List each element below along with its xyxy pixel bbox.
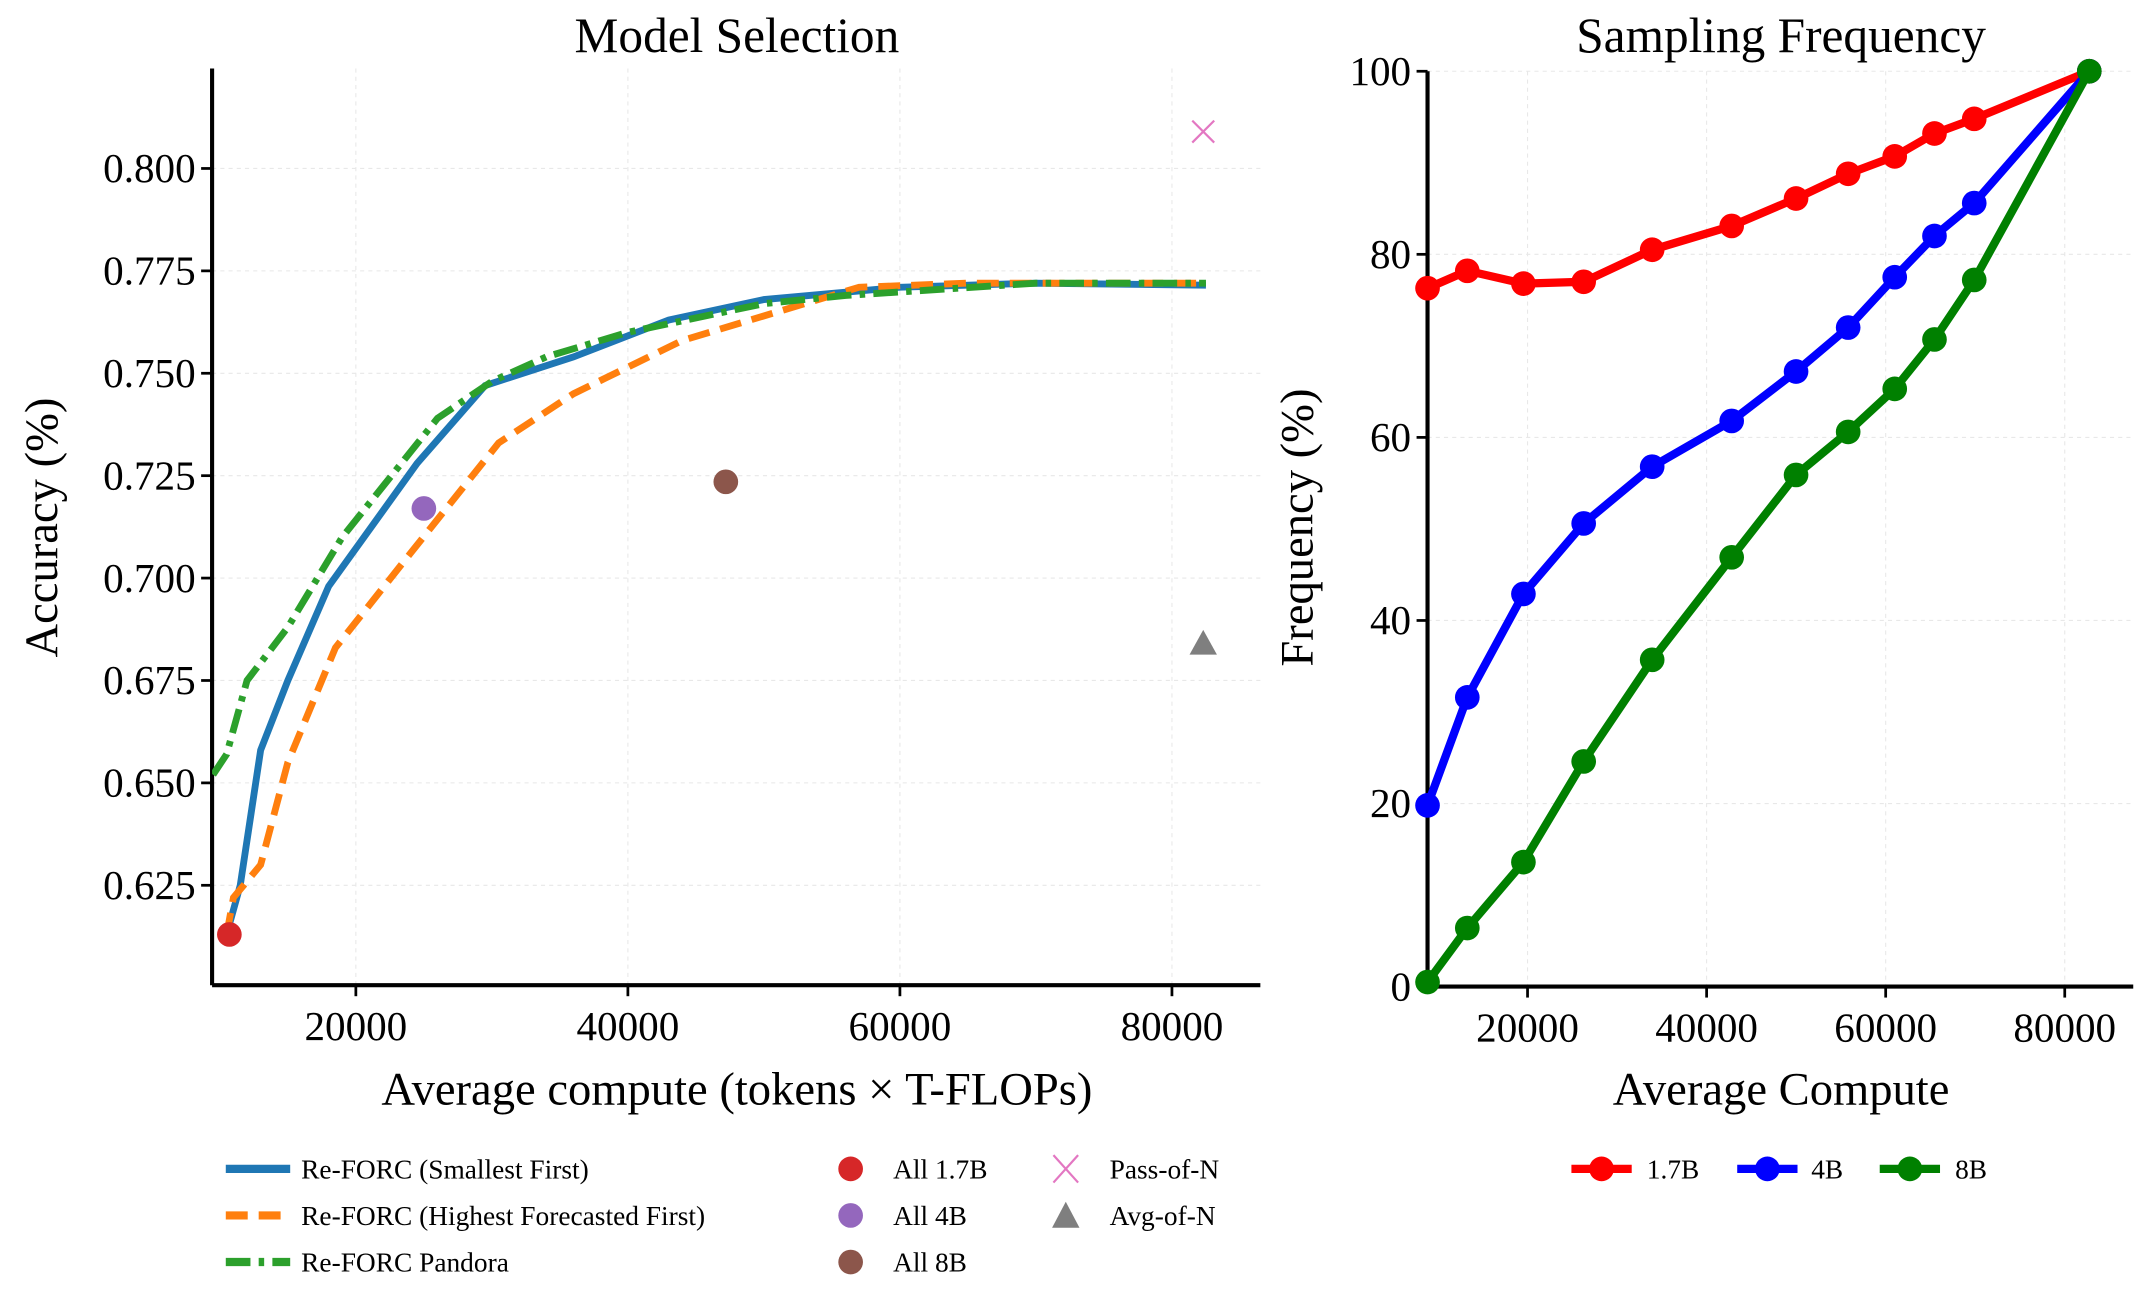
legend-marker — [1589, 1156, 1614, 1182]
legend-marker — [1897, 1156, 1923, 1182]
series-4b-point — [1454, 685, 1480, 710]
series-4b-line — [1423, 68, 2093, 807]
model-selection-chart: Model Selection Average compute (tokens … — [16, 8, 1261, 1115]
series-1-7b-point — [1415, 275, 1440, 301]
x-axis-label: Average Compute — [1613, 1063, 1950, 1115]
series-8b-point — [1835, 419, 1861, 445]
legend-label: Re-FORC (Smallest First) — [301, 1154, 589, 1184]
y-tick-label: 80 — [1370, 231, 1411, 277]
series-1-7b-point — [1961, 106, 1987, 132]
series-1-7b-point — [1835, 161, 1861, 187]
point-pass-of-n — [1191, 119, 1215, 144]
series-4b-point — [1783, 359, 1809, 384]
chart-title: Sampling Frequency — [1576, 8, 1986, 63]
legend-marker — [1052, 1154, 1079, 1184]
series-1-7b-point — [1639, 237, 1665, 263]
y-tick-label: 0.675 — [103, 657, 195, 703]
series-4b-point — [1511, 581, 1536, 607]
legend-label: Re-FORC (Highest Forecasted First) — [301, 1201, 705, 1231]
x-tick-label: 60000 — [1834, 1004, 1937, 1050]
series-8b-point — [1961, 267, 1987, 293]
point-all-1-7b — [217, 922, 242, 947]
series-1-7b-point — [1454, 258, 1480, 284]
series-line-re-forc-smallest-first- — [223, 279, 1206, 936]
x-tick-label: 60000 — [849, 1003, 952, 1049]
series-8b-point — [1639, 647, 1665, 673]
series-8b-point — [1922, 327, 1947, 352]
y-axis-label: Frequency (%) — [1271, 389, 1323, 667]
series-8b-line — [1424, 69, 2093, 985]
x-tick-label: 40000 — [1655, 1004, 1758, 1050]
series-1-7b-point — [1719, 213, 1745, 239]
legend-label: Avg-of-N — [1110, 1201, 1216, 1231]
series-1-7b-point — [1882, 144, 1908, 169]
legend-label: All 4B — [893, 1201, 967, 1231]
point-all-4b — [411, 496, 437, 521]
series-4b-point — [1882, 264, 1908, 290]
legend-label: All 1.7B — [893, 1154, 987, 1184]
series-8b-point — [1882, 376, 1908, 402]
x-tick-label: 80000 — [2013, 1004, 2116, 1050]
x-tick-label: 20000 — [304, 1003, 407, 1049]
sampling-frequency-chart: Sampling Frequency Average Compute Frequ… — [1271, 8, 2134, 1115]
y-tick-label: 60 — [1370, 414, 1411, 460]
legend: Re-FORC (Smallest First) Re-FORC (Highest… — [225, 1154, 1220, 1278]
point-avg-of-n — [1189, 629, 1217, 655]
chart-title: Model Selection — [575, 8, 900, 63]
legend-marker — [838, 1249, 863, 1275]
series-4b-point — [1415, 793, 1440, 818]
y-axis-label: Accuracy (%) — [16, 398, 68, 658]
series-8b-point — [1511, 849, 1536, 875]
y-tick-label: 0.775 — [103, 248, 195, 294]
y-tick-label: 0.625 — [103, 862, 195, 908]
legend-marker — [838, 1156, 863, 1182]
legend: 1.7B 4B 8B — [1571, 1154, 1987, 1184]
series-8b-point — [1719, 544, 1745, 570]
series-4b-point — [1922, 223, 1947, 249]
series-1-7b-point — [1783, 186, 1809, 211]
y-tick-label: 100 — [1349, 48, 1411, 94]
x-tick-label: 20000 — [1476, 1004, 1579, 1050]
legend-marker — [1052, 1201, 1080, 1228]
series-line-re-forc-pandora — [212, 279, 1206, 777]
y-tick-label: 0 — [1391, 963, 1412, 1009]
legend-label: 4B — [1811, 1154, 1843, 1184]
y-tick-label: 0.700 — [103, 555, 195, 601]
legend-label: 8B — [1955, 1154, 1987, 1184]
series-4b-point — [1571, 511, 1597, 536]
x-tick-label: 40000 — [577, 1003, 680, 1049]
y-tick-label: 0.750 — [103, 350, 195, 396]
y-tick-label: 0.650 — [103, 760, 195, 806]
y-tick-label: 20 — [1370, 780, 1411, 826]
legend-label: Re-FORC Pandora — [301, 1248, 509, 1278]
series-4b-point — [1719, 408, 1745, 434]
legend-marker — [1755, 1156, 1780, 1182]
legend-label: Pass-of-N — [1110, 1154, 1220, 1184]
series-4b-point — [1639, 454, 1665, 480]
series-8b-point — [1415, 969, 1440, 995]
series-line-re-forc-highest-forecasted-first- — [223, 279, 1206, 936]
series-8b-point — [1783, 462, 1809, 488]
series-1-7b-point — [1511, 271, 1536, 296]
series-1-7b-point — [1571, 269, 1597, 295]
x-axis-label: Average compute (tokens × T-FLOPs) — [381, 1063, 1092, 1115]
series-4b-point — [1835, 315, 1861, 340]
legend-label: All 8B — [893, 1248, 967, 1278]
legend-label: 1.7B — [1647, 1154, 1700, 1184]
y-tick-label: 0.725 — [103, 452, 195, 498]
series-8b-point — [1571, 749, 1597, 774]
y-tick-label: 40 — [1370, 597, 1411, 643]
x-tick-label: 80000 — [1121, 1003, 1224, 1049]
series-8b-point — [2076, 58, 2102, 84]
legend-marker — [838, 1203, 863, 1228]
series-4b-point — [1961, 190, 1987, 216]
series-1-7b-point — [1922, 121, 1947, 146]
y-tick-label: 0.800 — [103, 145, 195, 191]
point-all-8b — [713, 469, 739, 495]
series-8b-point — [1454, 915, 1480, 941]
